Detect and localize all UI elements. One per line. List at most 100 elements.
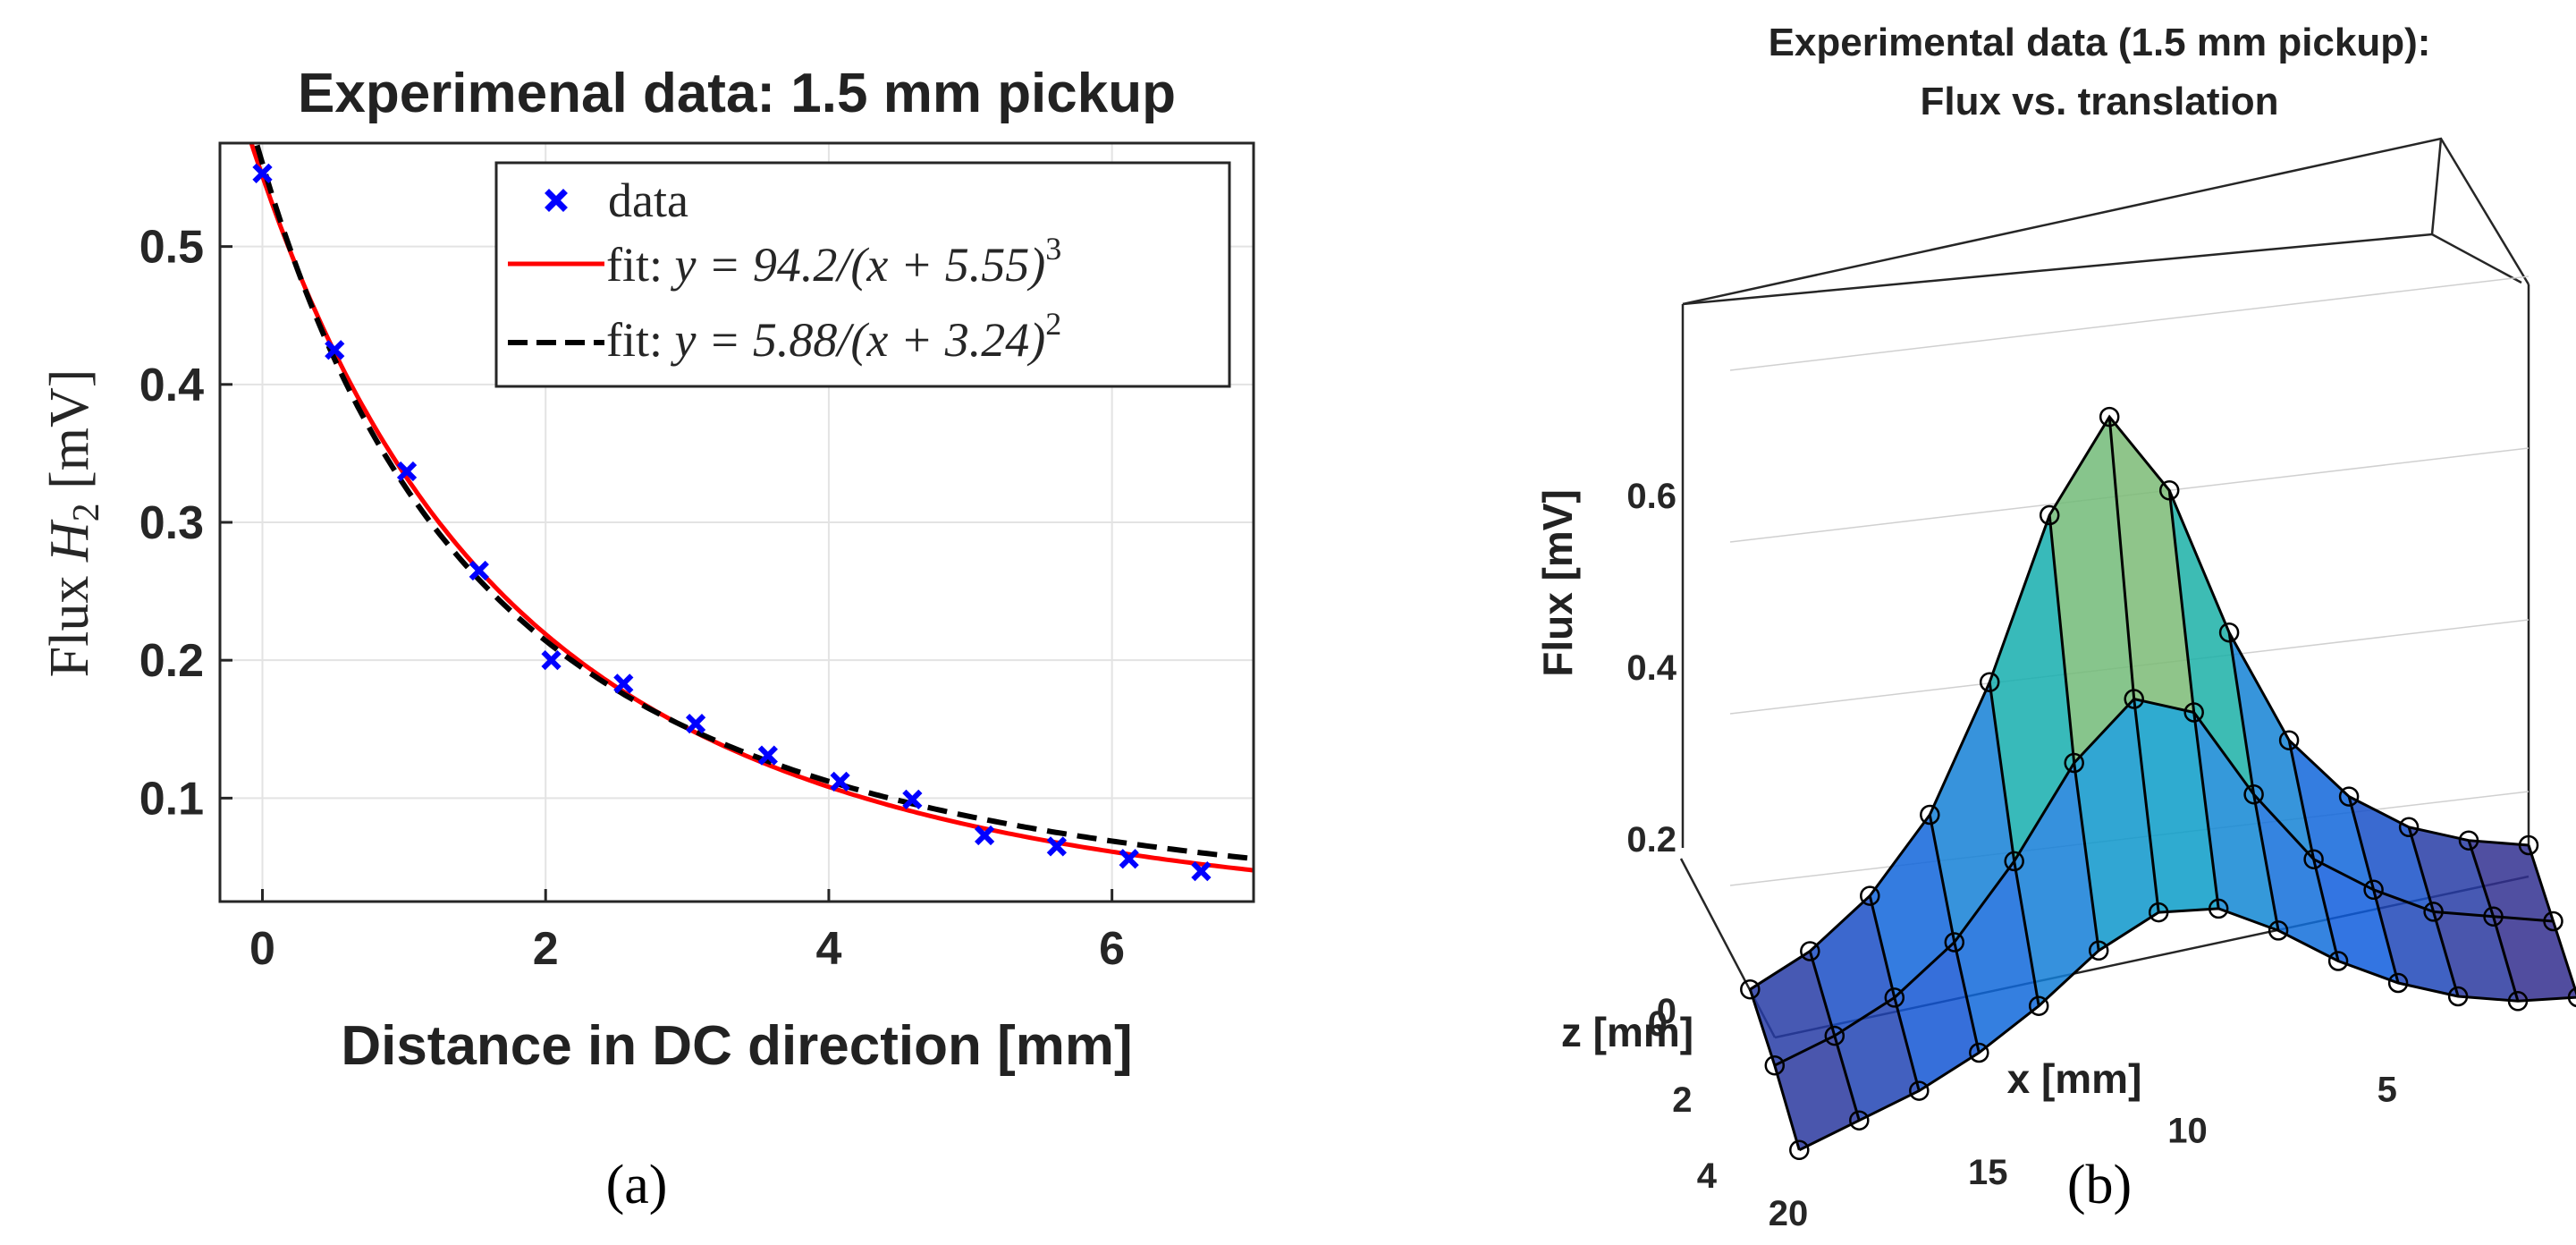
- data-marker-circle: [2398, 817, 2420, 838]
- data-marker-circle: [1800, 941, 1820, 961]
- data-point-x-marker: [469, 560, 489, 581]
- data-marker-circle: [1979, 672, 2000, 692]
- legend-marker-x: [545, 189, 568, 212]
- mesh-line-x: [1798, 907, 2576, 1152]
- data-marker-circle: [2423, 902, 2444, 922]
- mesh-line-z: [2287, 740, 2340, 961]
- mesh-line-z: [1748, 988, 1801, 1151]
- mesh-line-z: [1928, 814, 1981, 1054]
- x-tick-label: 4: [815, 923, 841, 975]
- data-marker-circle: [2268, 920, 2289, 941]
- data-marker-circle: [2303, 849, 2324, 869]
- data-point-x-marker: [541, 650, 562, 671]
- surface-face: [2349, 796, 2434, 912]
- x-tick-label: 0: [249, 923, 275, 975]
- mesh-line-z: [2407, 826, 2460, 997]
- fit-cubic-eq: y = 94.2/(x + 5.55): [671, 238, 1046, 292]
- flux-tick-label: 0: [1657, 992, 1677, 1031]
- ylabel-unit: [mV]: [39, 369, 100, 504]
- data-marker-circle: [2039, 504, 2060, 526]
- chart-a-frame: [218, 141, 1255, 903]
- z-depth-tick-label: 0: [1648, 1004, 1668, 1044]
- surface-face: [2313, 859, 2399, 983]
- flux-surface: [1740, 406, 2576, 1161]
- chart-a-legend: data fit: y = 94.2/(x + 5.55)3 fit: y = …: [494, 161, 1231, 388]
- data-point-x-marker: [902, 789, 923, 810]
- flux-tick-label: 0.4: [1626, 648, 1677, 688]
- x-tick-label: 10: [2167, 1112, 2208, 1151]
- x-tick-label: 5: [2378, 1070, 2397, 1109]
- data-marker-circle: [1860, 885, 1880, 906]
- mesh-line-z: [2467, 840, 2520, 1002]
- mesh-line-z: [1808, 951, 1861, 1122]
- chart-a-xlabel: Distance in DC direction [mm]: [341, 1015, 1132, 1077]
- surface-face: [2049, 417, 2134, 763]
- legend-label-fit-cubic: fit: y = 94.2/(x + 5.55)3: [606, 231, 1061, 292]
- flux-tick-label: 0.2: [1626, 820, 1677, 860]
- fit-quadratic-exp: 2: [1045, 306, 1061, 342]
- data-marker-circle: [2387, 972, 2409, 994]
- fit-cubic-exp: 3: [1045, 231, 1061, 267]
- y-tick-label: 0.1: [139, 773, 204, 825]
- data-marker-circle: [2278, 730, 2300, 750]
- chart-a-tick-labels: 0 2 4 6 0.1 0.2 0.3 0.4 0.5: [139, 222, 1125, 975]
- legend-label-data: data: [608, 174, 688, 227]
- surface-face: [2014, 763, 2099, 1006]
- mesh-line-z: [2527, 844, 2576, 996]
- ylabel-sub: 2: [66, 503, 107, 521]
- surface-face: [2289, 740, 2374, 890]
- surface-face: [2469, 840, 2554, 921]
- back-vertical-edge: [2430, 138, 2443, 235]
- ylabel-prefix: Flux: [39, 562, 100, 677]
- surface-face: [1930, 682, 2014, 943]
- x-tick-label: 15: [1968, 1153, 2008, 1192]
- data-marker-circle: [2363, 879, 2384, 901]
- ylabel-var: H: [39, 519, 100, 563]
- data-marker-circle: [1909, 1080, 1930, 1101]
- data-marker-circle: [2218, 622, 2240, 643]
- data-point-x-marker: [396, 461, 418, 482]
- chart-b-xlabel: x [mm]: [2007, 1055, 2142, 1102]
- chart-b-zlabel: Flux [mV]: [1534, 489, 1581, 677]
- data-point-x-marker: [830, 771, 850, 792]
- surface-face: [1989, 515, 2074, 861]
- data-marker-circle: [1920, 804, 1940, 826]
- data-marker-circle: [1764, 1054, 1786, 1076]
- data-marker-circle: [2543, 910, 2563, 932]
- chart-b-title-line1: Experimental data (1.5 mm pickup):: [1769, 21, 2431, 64]
- data-point-x-marker: [1191, 860, 1212, 882]
- surface-face: [2253, 794, 2339, 961]
- chart-b-tick-labels: 0510152002400.20.40.6: [1626, 477, 2397, 1233]
- data-point-x-marker: [613, 673, 634, 694]
- legend-box: [494, 161, 1231, 388]
- fit-quadratic-eq: y = 5.88/(x + 3.24): [671, 313, 1046, 367]
- mesh-line-z: [2227, 631, 2280, 931]
- chart-b-ylabel: z [mm]: [1561, 1009, 1693, 1055]
- data-marker-circle: [2124, 689, 2144, 709]
- fit-quadratic-prefix: fit:: [606, 313, 675, 367]
- panel-a-line-chart: Experimenal data: 1.5 mm pickup 0 2 4 60.10…: [39, 63, 1255, 1077]
- mesh-line-z: [2347, 796, 2400, 984]
- surface-face: [1954, 860, 2040, 1053]
- data-marker-circle: [1849, 1110, 1870, 1131]
- data-marker-circle: [2518, 834, 2539, 856]
- legend-label-fit-quadratic: fit: y = 5.88/(x + 3.24)2: [606, 306, 1061, 367]
- data-marker-circle: [1884, 987, 1905, 1008]
- mesh-line-z: [2107, 416, 2160, 913]
- fit-curve-quadratic: [253, 143, 1254, 862]
- surface-face: [1750, 951, 1835, 1066]
- z-gridline: [1729, 275, 2530, 371]
- data-marker-circle: [2458, 830, 2479, 851]
- data-marker-circle: [2064, 752, 2084, 774]
- data-marker-circle: [2208, 898, 2229, 919]
- data-marker-circle: [2099, 406, 2120, 428]
- data-marker-circle: [1740, 978, 1761, 1000]
- chart-b-title-line2: Flux vs. translation: [1921, 80, 2279, 123]
- surface-face: [1810, 895, 1895, 1037]
- data-points: [252, 163, 1212, 882]
- data-point-x-marker: [975, 825, 995, 846]
- legend-entry-data: data: [545, 174, 688, 227]
- data-point-x-marker: [1119, 849, 1139, 869]
- surface-face: [2493, 916, 2576, 1002]
